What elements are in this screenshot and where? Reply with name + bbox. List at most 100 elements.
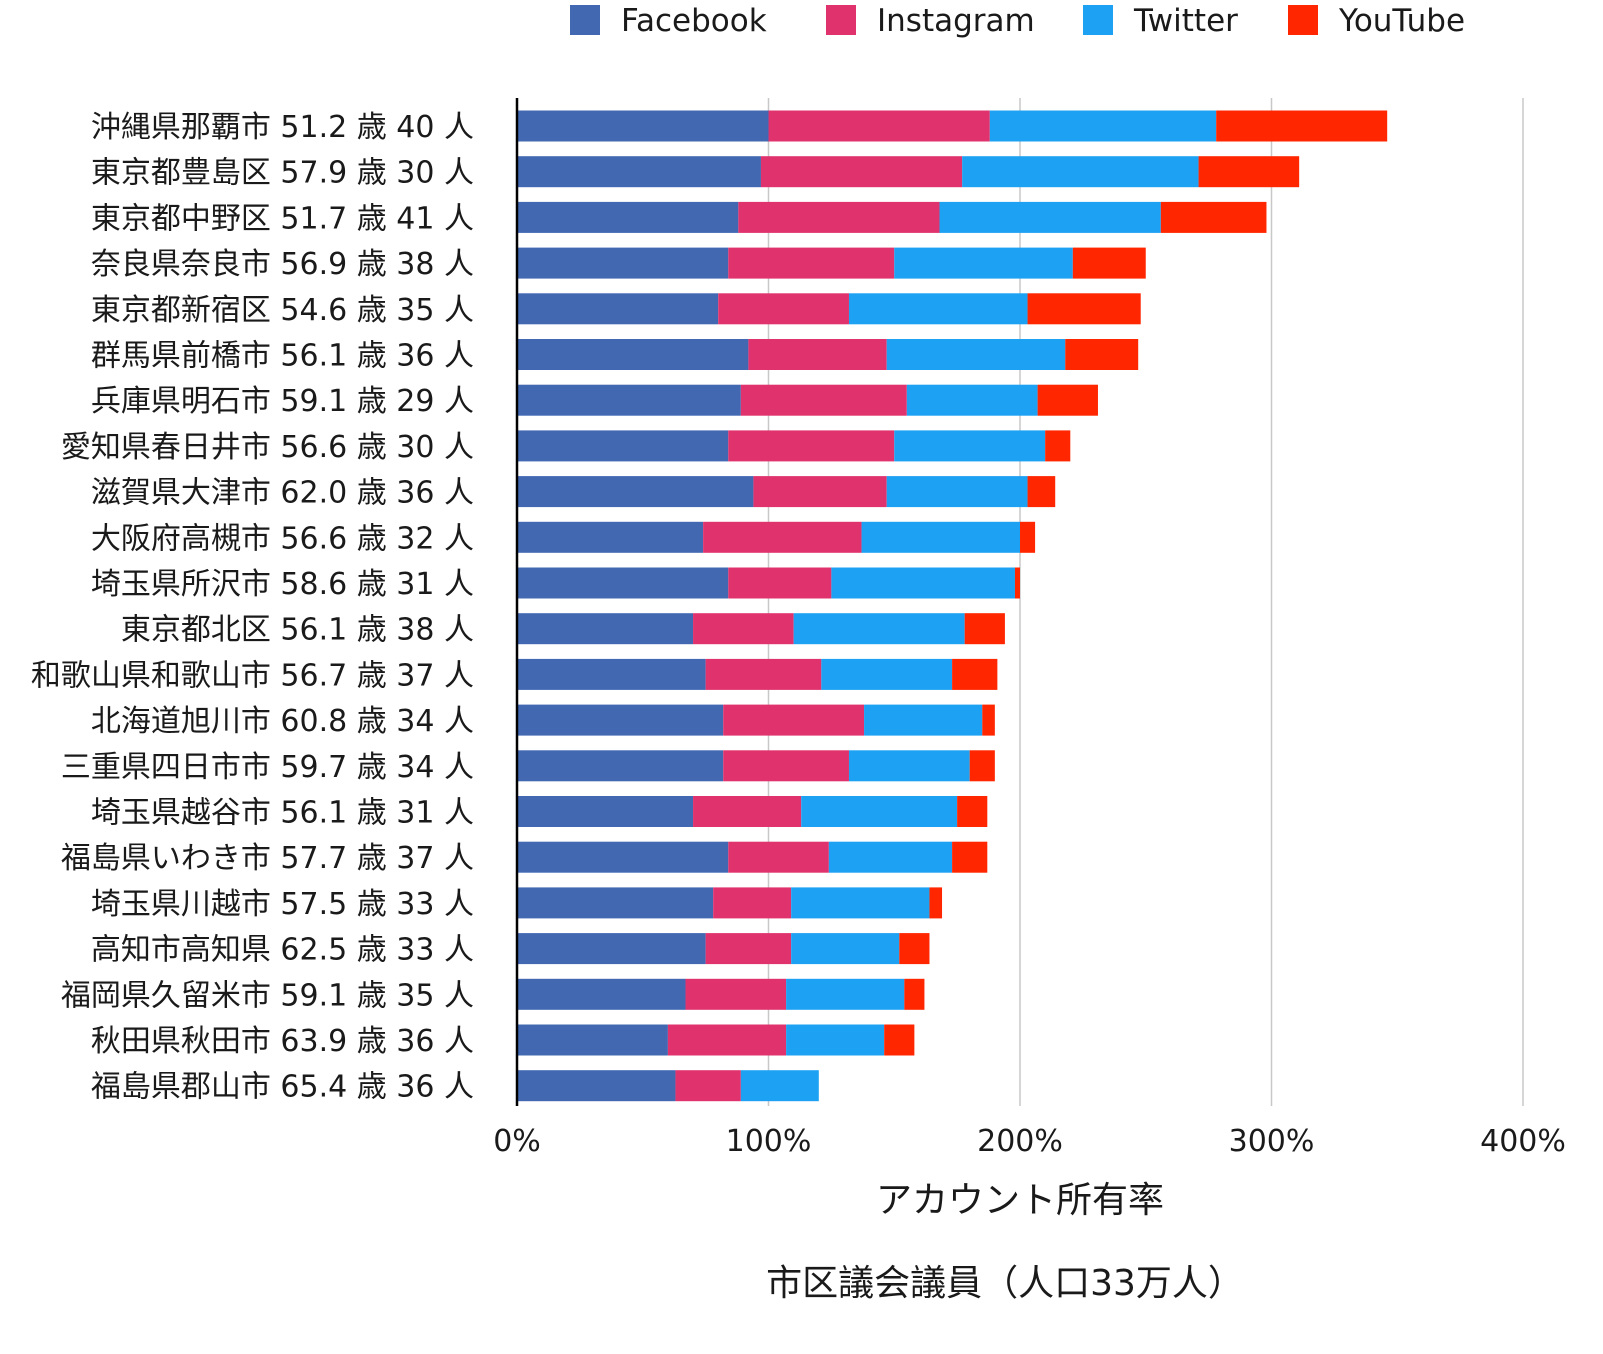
bar-facebook <box>517 841 729 873</box>
bar-twitter <box>886 339 1066 370</box>
bar-facebook <box>517 796 694 827</box>
bar-youtube <box>1065 339 1139 370</box>
bar-instagram <box>703 521 862 553</box>
bar-instagram <box>738 201 940 233</box>
x-tick-label: 300% <box>1229 1124 1315 1159</box>
bars <box>517 110 1388 1102</box>
bar-youtube <box>1027 293 1141 325</box>
bar-instagram <box>728 567 832 599</box>
bar-facebook <box>517 156 761 188</box>
bar-instagram <box>748 339 887 370</box>
bar-twitter <box>886 476 1028 508</box>
bar-twitter <box>740 1070 819 1102</box>
bar-facebook <box>517 430 729 462</box>
legend-swatch-instagram <box>826 5 856 35</box>
bar-instagram <box>723 750 849 782</box>
bar-youtube <box>1027 476 1056 508</box>
category-label: 滋賀県大津市 62.0 歳 36 人 <box>91 476 474 511</box>
category-label: 福岡県久留米市 59.1 歳 35 人 <box>61 978 474 1013</box>
bar-twitter <box>848 293 1028 325</box>
bar-youtube <box>1014 567 1020 599</box>
bar-twitter <box>962 156 1199 188</box>
bar-facebook <box>517 247 729 279</box>
category-label: 秋田県秋田市 63.9 歳 36 人 <box>91 1024 474 1059</box>
category-label: 奈良県奈良市 56.9 歳 38 人 <box>91 247 474 282</box>
bar-instagram <box>713 887 792 919</box>
category-label: 和歌山県和歌山市 56.7 歳 37 人 <box>31 658 474 693</box>
bar-instagram <box>740 384 907 416</box>
category-label: 三重県四日市市 59.7 歳 34 人 <box>61 750 474 785</box>
x-tick-label: 200% <box>977 1124 1063 1159</box>
category-label: 北海道旭川市 60.8 歳 34 人 <box>91 704 474 739</box>
category-label: 福島県いわき市 57.7 歳 37 人 <box>61 841 474 876</box>
x-tick-label: 0% <box>493 1124 541 1159</box>
bar-facebook <box>517 933 706 965</box>
bar-twitter <box>939 201 1161 233</box>
bar-twitter <box>828 841 953 873</box>
legend-label-facebook: Facebook <box>621 3 767 39</box>
bar-facebook <box>517 384 741 416</box>
bar-instagram <box>693 613 794 645</box>
bar-twitter <box>906 384 1038 416</box>
bar-twitter <box>801 796 958 827</box>
bar-youtube <box>952 841 988 873</box>
category-label: 東京都中野区 51.7 歳 41 人 <box>91 201 474 236</box>
bar-youtube <box>1198 156 1300 188</box>
category-label: 高知市高知県 62.5 歳 33 人 <box>91 933 474 968</box>
category-label: 埼玉県越谷市 56.1 歳 31 人 <box>91 796 474 831</box>
bar-youtube <box>1020 521 1036 553</box>
bar-youtube <box>1072 247 1146 279</box>
bar-facebook <box>517 521 704 553</box>
bar-instagram <box>675 1070 741 1102</box>
bar-instagram <box>728 247 895 279</box>
bar-youtube <box>969 750 995 782</box>
axes: 0% 100% 200% 300% 400% 沖縄県那覇市 51.2 歳 40 人東京都豊… <box>31 98 1566 1159</box>
bar-facebook <box>517 201 739 233</box>
bar-twitter <box>894 430 1046 462</box>
category-label: 東京都北区 56.1 歳 38 人 <box>121 613 474 648</box>
category-label: 埼玉県所沢市 58.6 歳 31 人 <box>91 567 474 602</box>
category-label: 愛知県春日井市 56.6 歳 30 人 <box>61 430 474 465</box>
bar-facebook <box>517 704 724 736</box>
bar-twitter <box>821 658 953 690</box>
bar-instagram <box>768 110 990 142</box>
bar-twitter <box>793 613 965 645</box>
bar-twitter <box>894 247 1073 279</box>
bar-facebook <box>517 567 729 599</box>
bar-youtube <box>884 1024 915 1056</box>
bar-instagram <box>718 293 849 325</box>
category-label: 大阪府高槻市 56.6 歳 32 人 <box>91 521 474 556</box>
bar-youtube <box>1037 384 1098 416</box>
bar-twitter <box>861 521 1020 553</box>
category-label: 福島県郡山市 65.4 歳 36 人 <box>91 1070 474 1105</box>
bar-youtube <box>1160 201 1267 233</box>
bar-facebook <box>517 887 714 919</box>
bar-youtube <box>929 887 943 919</box>
bar-twitter <box>791 933 900 965</box>
legend-label-twitter: Twitter <box>1133 3 1238 39</box>
bar-youtube <box>957 796 988 827</box>
bar-twitter <box>989 110 1217 142</box>
bar-instagram <box>728 430 895 462</box>
legend: Facebook Instagram Twitter YouTube <box>570 3 1465 39</box>
bar-youtube <box>1216 110 1388 142</box>
bar-instagram <box>723 704 865 736</box>
x-tick-label: 100% <box>726 1124 812 1159</box>
legend-swatch-twitter <box>1083 5 1113 35</box>
bar-youtube <box>1045 430 1071 462</box>
legend-label-youtube: YouTube <box>1338 3 1465 39</box>
bar-facebook <box>517 658 706 690</box>
bar-twitter <box>786 1024 885 1056</box>
bar-instagram <box>693 796 802 827</box>
bar-twitter <box>864 704 983 736</box>
category-label: 沖縄県那覇市 51.2 歳 40 人 <box>91 110 474 145</box>
bar-twitter <box>786 978 905 1010</box>
bar-instagram <box>667 1024 787 1056</box>
bar-facebook <box>517 1070 676 1102</box>
bar-instagram <box>753 476 887 508</box>
bar-instagram <box>685 978 787 1010</box>
bar-twitter <box>791 887 930 919</box>
category-label: 埼玉県川越市 57.5 歳 33 人 <box>91 887 474 922</box>
